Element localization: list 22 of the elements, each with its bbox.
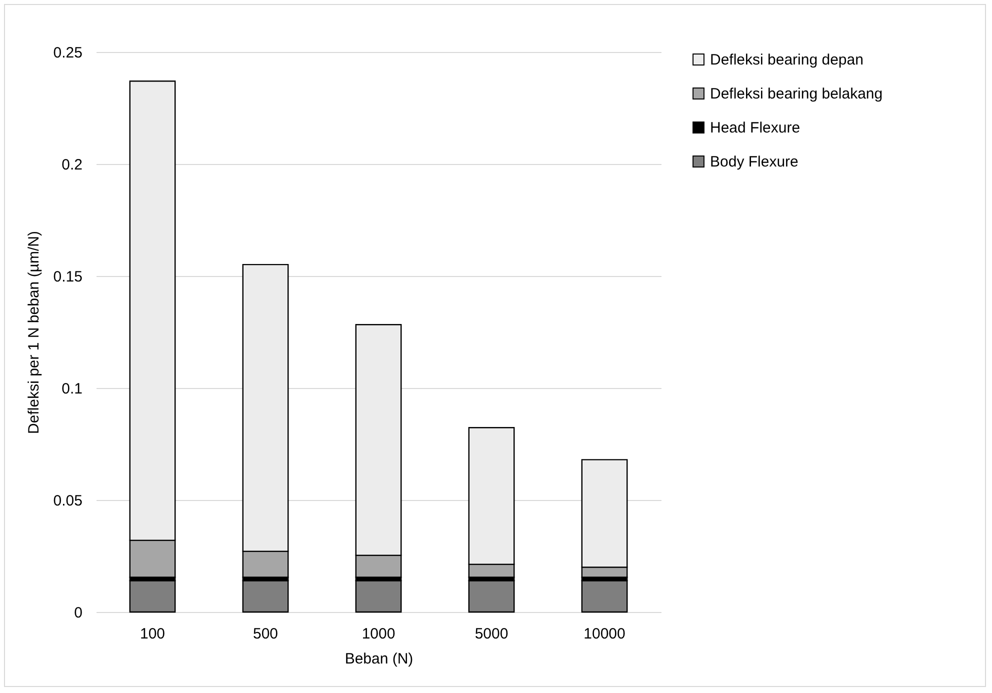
x-tick-label: 100 — [140, 626, 166, 642]
legend-label: Body Flexure — [710, 154, 798, 170]
y-tick-label: 0.25 — [53, 44, 82, 62]
y-axis-title: Defleksi per 1 N beban (µm/N) — [25, 231, 42, 434]
legend-label: Defleksi bearing belakang — [710, 86, 883, 102]
y-tick-label: 0.05 — [53, 492, 82, 510]
x-tick-label: 5000 — [474, 626, 508, 642]
bar — [468, 580, 515, 613]
x-tick-label: 500 — [252, 626, 278, 642]
x-tick-label: 1000 — [362, 626, 396, 642]
bar — [581, 580, 628, 613]
bar — [129, 580, 176, 613]
y-tick-label: 0.15 — [53, 268, 82, 286]
bar — [355, 580, 402, 613]
x-axis-title: Beban (N) — [344, 650, 414, 668]
x-tick-label: 10000 — [584, 626, 626, 642]
y-tick-label: 0.1 — [62, 380, 82, 398]
legend-label: Head Flexure — [710, 120, 800, 136]
y-tick-label: 0 — [74, 604, 82, 622]
y-tick-label: 0.2 — [62, 156, 82, 174]
bar — [242, 580, 289, 613]
legend-label: Defleksi bearing depan — [710, 52, 864, 68]
